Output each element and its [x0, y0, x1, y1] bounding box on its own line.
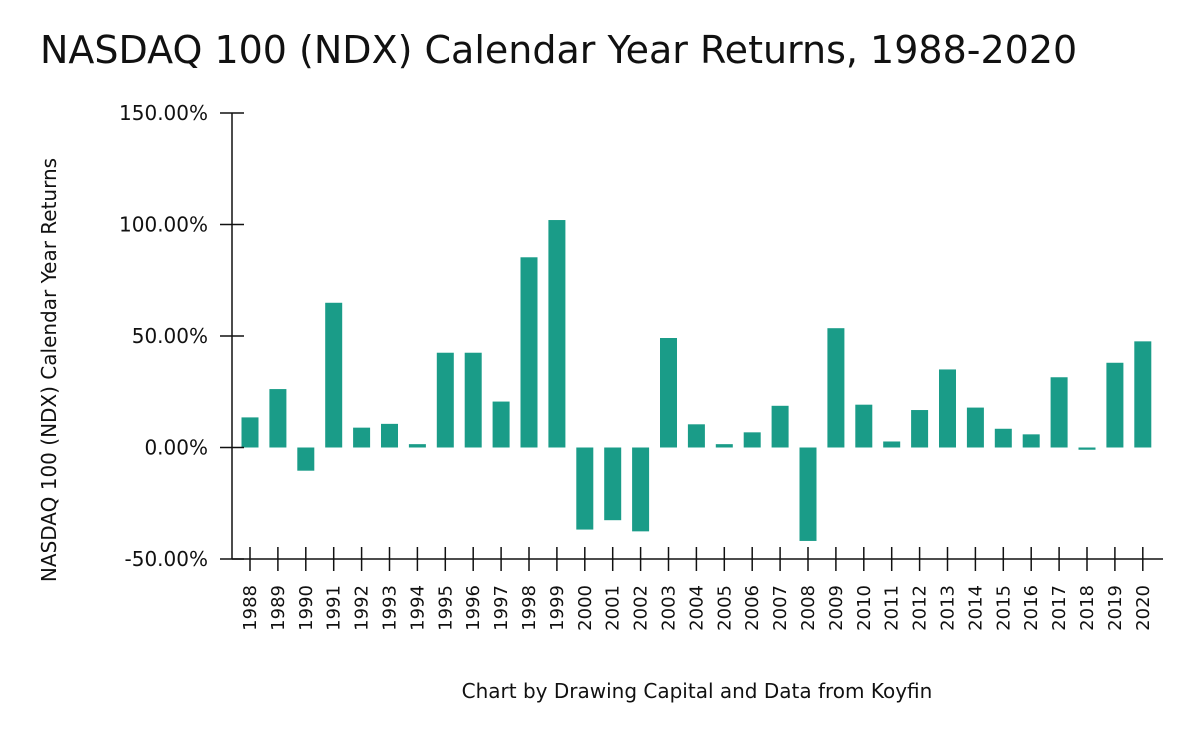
x-tick-label: 1994 — [407, 585, 428, 631]
bar-1997 — [492, 401, 510, 448]
x-tick-label: 2016 — [1021, 585, 1042, 631]
bar-2004 — [687, 424, 705, 448]
x-tick-label: 2019 — [1105, 585, 1126, 631]
bar-2006 — [743, 432, 761, 448]
y-tick-label: 0.00% — [144, 436, 208, 460]
x-tick-label: 2002 — [631, 585, 652, 631]
bar-2020 — [1134, 341, 1152, 448]
bar-1993 — [381, 423, 398, 448]
x-tick-label: 2014 — [965, 585, 986, 631]
bar-2018 — [1078, 447, 1096, 450]
bar-1995 — [436, 352, 454, 448]
x-tick-label: 2001 — [603, 585, 624, 631]
x-tick-label: 2006 — [742, 585, 763, 631]
y-tick-label: 100.00% — [119, 213, 208, 237]
y-tick-label: 50.00% — [132, 324, 208, 348]
y-tick-label: -50.00% — [125, 547, 208, 571]
x-tick-label: 1988 — [240, 585, 261, 631]
x-tick-label: 1991 — [324, 585, 345, 631]
bar-2015 — [994, 428, 1012, 448]
x-tick-label: 2008 — [798, 585, 819, 631]
bar-2017 — [1050, 377, 1068, 448]
bar-2010 — [855, 404, 873, 448]
x-tick-label: 2007 — [770, 585, 791, 631]
y-axis: -50.00% 0.00% 50.00% 100.00% 150.00% — [119, 101, 244, 571]
bar-1991 — [325, 302, 343, 448]
x-tick-label: 2020 — [1133, 585, 1154, 631]
bar-1988 — [241, 417, 259, 448]
bar-2014 — [966, 407, 984, 448]
bar-2011 — [883, 441, 901, 448]
bar-2009 — [827, 328, 845, 448]
y-tick-label: 150.00% — [119, 101, 208, 125]
bar-1994 — [408, 444, 426, 448]
x-tick-label: 1989 — [268, 585, 289, 631]
bar-1998 — [520, 257, 538, 448]
bar-1996 — [464, 352, 482, 448]
x-tick-label: 2005 — [714, 585, 735, 631]
x-tick-label: 1997 — [491, 585, 512, 631]
chart-title: NASDAQ 100 (NDX) Calendar Year Returns, … — [40, 28, 1078, 72]
bar-2005 — [715, 444, 733, 448]
x-tick-label: 2013 — [938, 585, 959, 631]
x-tick-label: 1995 — [435, 585, 456, 631]
x-tick-label: 2012 — [910, 585, 931, 631]
bar-1999 — [548, 220, 566, 448]
bar-2012 — [911, 410, 929, 448]
x-tick-label: 1992 — [352, 585, 373, 631]
x-tick-label: 1999 — [547, 585, 568, 631]
bars-group — [241, 220, 1152, 541]
x-tick-label: 2018 — [1077, 585, 1098, 631]
x-tick-label: 2000 — [575, 585, 596, 631]
x-tick-label: 2009 — [826, 585, 847, 631]
bar-2019 — [1106, 362, 1124, 448]
x-tick-label: 2004 — [686, 585, 707, 631]
bar-2000 — [576, 447, 594, 530]
x-tick-label: 1996 — [463, 585, 484, 631]
bar-2001 — [604, 447, 622, 521]
x-tick-label: 1993 — [380, 585, 401, 631]
x-axis-label: Chart by Drawing Capital and Data from K… — [462, 679, 933, 703]
x-axis: 1988 1989 1990 1991 1992 1993 1994 1995 1996 1997… — [232, 547, 1163, 631]
bar-2016 — [1022, 434, 1040, 448]
bar-1992 — [353, 427, 371, 448]
x-tick-label: 2015 — [993, 585, 1014, 631]
bar-2013 — [939, 369, 956, 448]
bar-1989 — [269, 389, 287, 448]
bar-1990 — [297, 447, 315, 471]
bar-2002 — [632, 447, 650, 532]
bar-2008 — [799, 447, 817, 541]
x-tick-label: 2011 — [882, 585, 903, 631]
x-tick-label: 1990 — [296, 585, 317, 631]
x-tick-label: 1998 — [519, 585, 540, 631]
bar-2003 — [660, 338, 677, 448]
bar-2007 — [771, 405, 789, 448]
x-tick-label: 2010 — [854, 585, 875, 631]
y-axis-label: NASDAQ 100 (NDX) Calendar Year Returns — [37, 158, 61, 582]
x-tick-label: 2003 — [659, 585, 680, 631]
x-tick-label: 2017 — [1049, 585, 1070, 631]
